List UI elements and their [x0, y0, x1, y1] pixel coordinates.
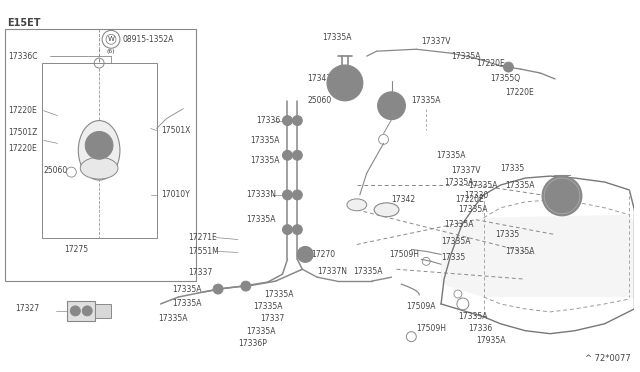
Text: 17335: 17335 — [500, 164, 525, 173]
Circle shape — [292, 116, 302, 125]
Text: 17335A: 17335A — [250, 136, 279, 145]
Text: 17335A: 17335A — [412, 96, 441, 105]
Bar — [67, 301, 95, 321]
Text: 17335A: 17335A — [468, 180, 497, 189]
Circle shape — [549, 183, 575, 209]
Text: 17271E: 17271E — [188, 233, 217, 242]
Text: 17343: 17343 — [307, 74, 332, 83]
Text: 17335A: 17335A — [451, 52, 481, 61]
Bar — [95, 304, 111, 318]
Circle shape — [298, 247, 313, 262]
Circle shape — [383, 98, 399, 113]
Ellipse shape — [78, 121, 120, 180]
Circle shape — [282, 116, 292, 125]
Text: 17335A: 17335A — [353, 267, 382, 276]
Text: 17509H: 17509H — [416, 324, 446, 333]
Text: 17509A: 17509A — [406, 302, 436, 311]
Circle shape — [292, 150, 302, 160]
Text: 25060: 25060 — [44, 166, 68, 174]
Text: 17336: 17336 — [256, 116, 280, 125]
Text: 17335A: 17335A — [246, 327, 275, 336]
Bar — [5, 29, 196, 281]
Text: 17010Y: 17010Y — [161, 190, 190, 199]
Circle shape — [504, 62, 513, 72]
Text: 17335A: 17335A — [458, 205, 488, 214]
Text: 17509H: 17509H — [390, 250, 420, 259]
Text: 17335A: 17335A — [506, 247, 535, 256]
Text: 17335A: 17335A — [246, 215, 275, 224]
Text: (6): (6) — [107, 49, 115, 54]
Text: 17501Z: 17501Z — [8, 128, 37, 137]
Text: 17335A: 17335A — [444, 220, 474, 229]
Ellipse shape — [374, 203, 399, 217]
Circle shape — [85, 131, 113, 159]
Circle shape — [282, 150, 292, 160]
Polygon shape — [441, 215, 634, 299]
Text: 17220E: 17220E — [455, 195, 484, 204]
Text: 17335A: 17335A — [253, 302, 282, 311]
Text: 17335A: 17335A — [458, 312, 488, 321]
Text: 17335: 17335 — [495, 230, 520, 239]
Circle shape — [241, 281, 251, 291]
Text: 17220E: 17220E — [476, 59, 504, 68]
Text: 17337V: 17337V — [421, 37, 451, 46]
Circle shape — [542, 176, 582, 216]
Text: 17335A: 17335A — [172, 299, 202, 308]
Text: 17275: 17275 — [65, 245, 88, 254]
Text: 17270: 17270 — [311, 250, 335, 259]
Text: 17220E: 17220E — [506, 88, 534, 97]
Text: 17333N: 17333N — [246, 190, 276, 199]
Text: 17335A: 17335A — [250, 156, 279, 165]
Circle shape — [327, 65, 363, 101]
Text: 17501X: 17501X — [161, 126, 191, 135]
Ellipse shape — [80, 157, 118, 179]
Circle shape — [292, 225, 302, 235]
Circle shape — [333, 71, 357, 95]
Text: 17335A: 17335A — [159, 314, 188, 323]
Text: 17336: 17336 — [468, 324, 492, 333]
Text: 17337: 17337 — [188, 268, 212, 277]
Circle shape — [292, 190, 302, 200]
Text: 17220E: 17220E — [8, 144, 36, 153]
Bar — [42, 63, 157, 238]
Circle shape — [91, 137, 107, 153]
Text: 17336P: 17336P — [238, 339, 267, 348]
Text: 17335A: 17335A — [436, 151, 466, 160]
Text: W: W — [108, 36, 115, 42]
Text: ^ 72*0077: ^ 72*0077 — [585, 354, 630, 363]
Ellipse shape — [347, 199, 367, 211]
Circle shape — [378, 92, 405, 119]
Text: 17337V: 17337V — [451, 166, 481, 174]
Text: 17935A: 17935A — [476, 336, 505, 345]
Text: 17342: 17342 — [392, 195, 415, 204]
Text: 17551M: 17551M — [188, 247, 219, 256]
Circle shape — [70, 306, 80, 316]
Text: 17337: 17337 — [260, 314, 285, 323]
Text: 17220E: 17220E — [8, 106, 36, 115]
Text: 17335A: 17335A — [441, 237, 470, 246]
Circle shape — [282, 225, 292, 235]
Text: 17355Q: 17355Q — [491, 74, 521, 83]
Text: 17337N: 17337N — [317, 267, 347, 276]
Circle shape — [282, 190, 292, 200]
Circle shape — [83, 306, 92, 316]
Text: 17335: 17335 — [441, 253, 465, 262]
Text: 08915-1352A: 08915-1352A — [123, 35, 174, 44]
Text: 17327: 17327 — [15, 304, 39, 313]
Text: E15ET: E15ET — [7, 19, 40, 28]
Circle shape — [213, 284, 223, 294]
Text: 25060: 25060 — [307, 96, 332, 105]
Text: 17336C: 17336C — [8, 52, 37, 61]
Text: 17330: 17330 — [464, 192, 488, 201]
Text: 17335A: 17335A — [323, 33, 352, 42]
Text: 17335A: 17335A — [265, 289, 294, 299]
Text: 17335A: 17335A — [444, 177, 474, 186]
Text: 17335A: 17335A — [172, 285, 202, 294]
Text: 17335A: 17335A — [506, 180, 535, 189]
